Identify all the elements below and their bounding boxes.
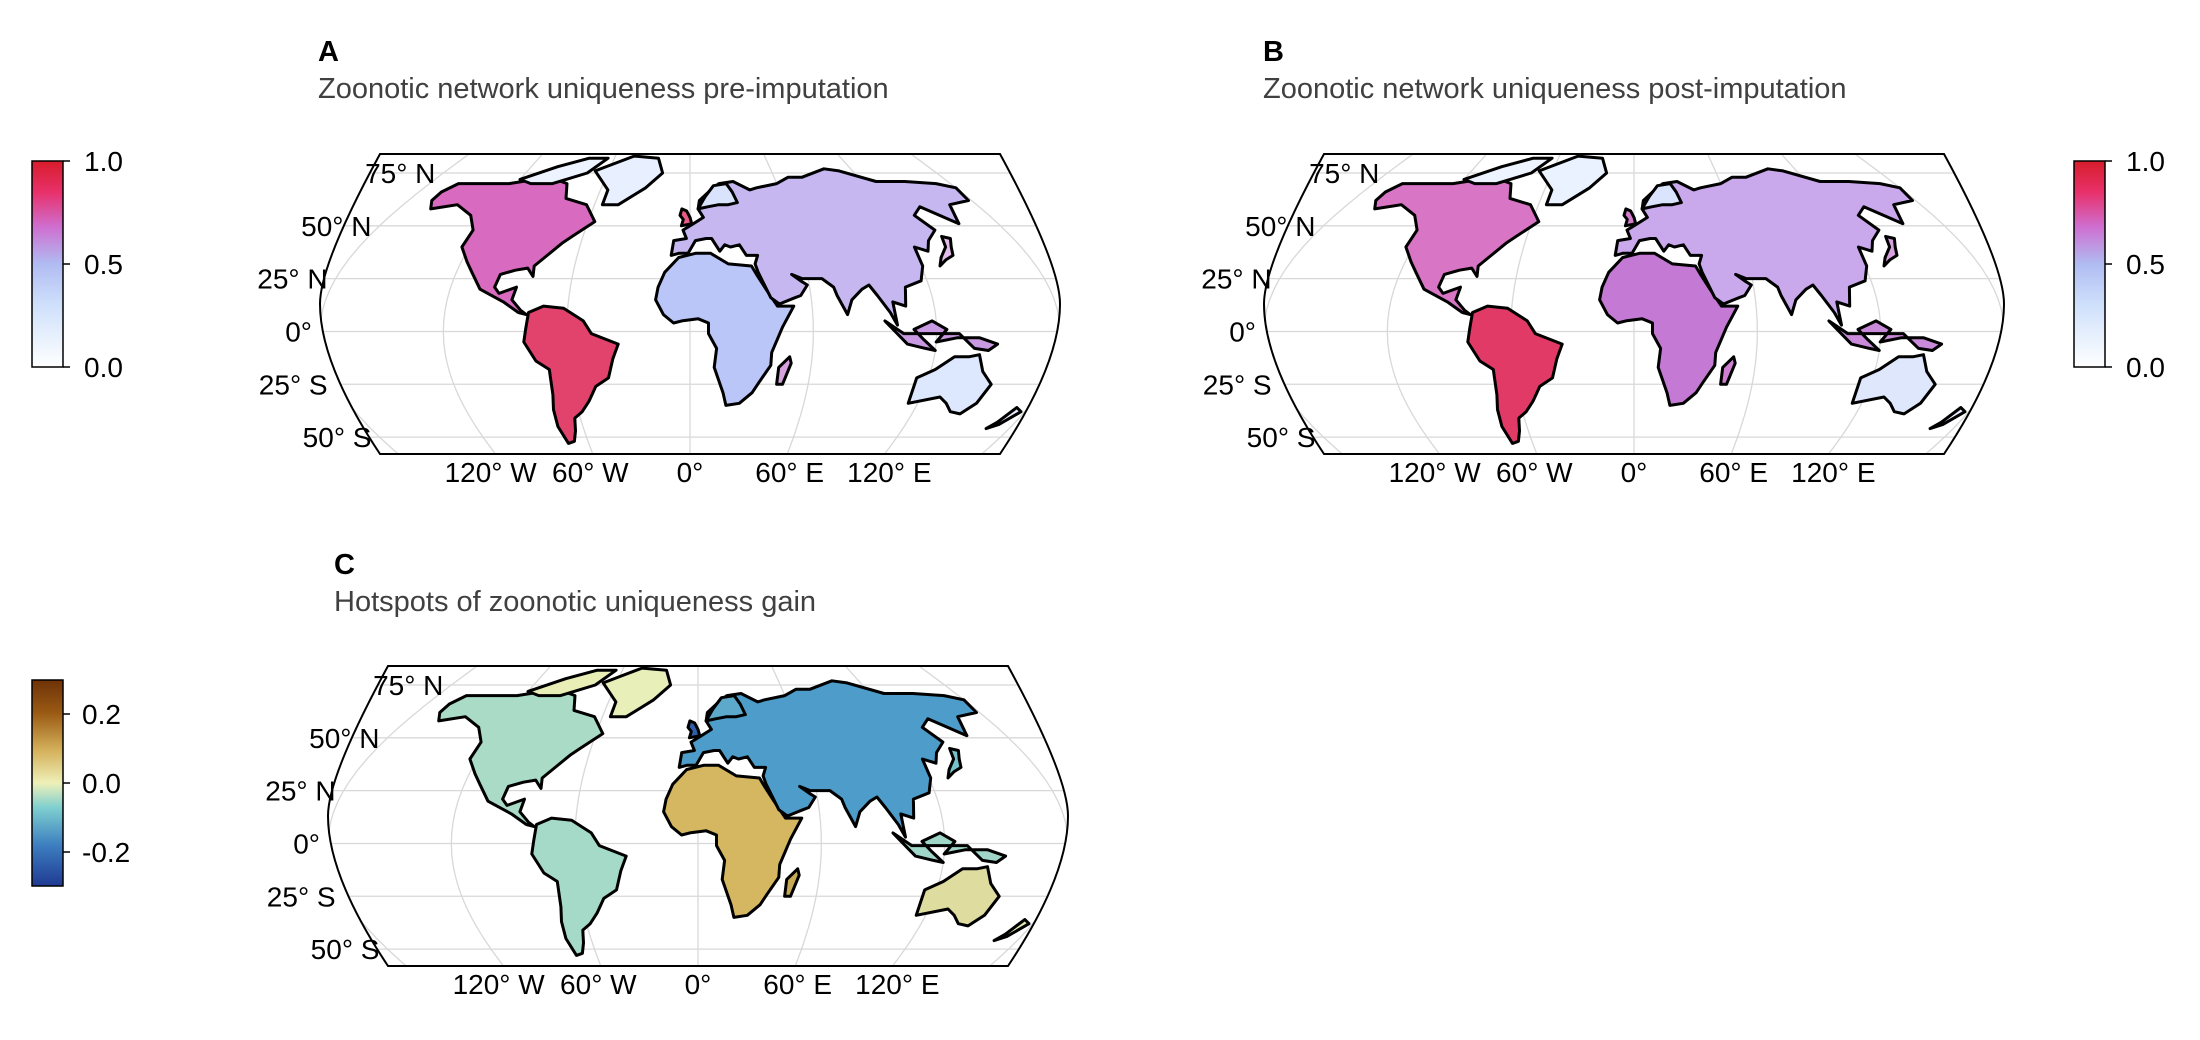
latitude-label: 50° S <box>303 422 372 453</box>
latitude-label: 25° S <box>259 369 328 400</box>
panel-title: Zoonotic network uniqueness pre-imputati… <box>318 73 889 105</box>
land-africa <box>1598 251 1740 407</box>
longitude-label: 60° E <box>1699 457 1768 488</box>
land-africa <box>662 763 804 919</box>
colorbar-tick: -0.2 <box>82 837 130 868</box>
latitude-label: 50° S <box>311 934 380 965</box>
latitude-label: 0° <box>285 316 312 347</box>
land-northAmerica <box>437 687 605 829</box>
land-eurasia <box>669 167 970 327</box>
longitude-label: 60° W <box>560 969 637 1000</box>
colorbar: 1.0 0.5 0.0 <box>31 150 123 380</box>
latitude-label: 50° S <box>1247 422 1316 453</box>
land-arcticIslands <box>1462 156 1554 186</box>
longitude-label: 120° W <box>453 969 546 1000</box>
land-indonesia <box>891 831 1008 864</box>
land-scandinavia <box>704 694 747 723</box>
world-map: 75° N 50° N 25° N 0° 25° S 50° S 120° W 60° W 0°… <box>265 665 1070 1000</box>
land-northAmerica <box>1373 175 1541 317</box>
world-map: 75° N 50° N 25° N 0° 25° S 50° S 120° W 60° W 0°… <box>1201 153 2006 488</box>
land-scandinavia <box>1640 182 1683 211</box>
colorbar-tick: 0.0 <box>84 352 123 380</box>
longitude-label: 60° W <box>1496 457 1573 488</box>
latitude-label: 50° N <box>309 723 379 754</box>
land-scandinavia <box>696 182 739 211</box>
colorbar: 0.2 0.0 -0.2 <box>31 679 130 887</box>
panel-c: C Hotspots of zoonotic uniqueness gain 0… <box>0 510 1100 1010</box>
latitude-label: 25° N <box>265 776 335 807</box>
latitude-label: 50° N <box>1245 211 1315 242</box>
land-indonesia <box>1827 319 1944 352</box>
land-newZealand <box>984 406 1023 431</box>
colorbar-tick: 0.0 <box>82 768 121 799</box>
longitude-label: 120° E <box>847 457 931 488</box>
longitude-label: 60° E <box>755 457 824 488</box>
longitude-label: 0° <box>677 457 704 488</box>
colorbar-tick: 1.0 <box>84 150 123 177</box>
world-map: 75° N 50° N 25° N 0° 25° S 50° S 120° W 60° W 0°… <box>257 153 1062 488</box>
colorbar-tick: 0.0 <box>2126 352 2165 380</box>
latitude-label: 0° <box>293 828 320 859</box>
land-greenland <box>1537 154 1609 207</box>
land-arcticIslands <box>518 156 610 186</box>
colorbar-tick: 0.5 <box>2126 249 2165 280</box>
land-africa <box>654 251 796 407</box>
longitude-label: 0° <box>685 969 712 1000</box>
latitude-label: 25° S <box>1203 369 1272 400</box>
land-australia <box>914 865 1001 928</box>
longitude-label: 120° E <box>1791 457 1875 488</box>
land-britain <box>686 719 702 740</box>
land-newZealand <box>992 918 1031 943</box>
land-southAmerica <box>530 816 628 957</box>
land-japan <box>1882 234 1899 268</box>
colorbar: 1.0 0.5 0.0 <box>2073 150 2165 380</box>
panel-b: B Zoonotic network uniqueness post-imput… <box>0 0 2200 500</box>
latitude-label: 50° N <box>301 211 371 242</box>
land-southAmerica <box>522 304 620 445</box>
land-britain <box>1622 207 1638 228</box>
latitude-label: 75° N <box>373 670 443 701</box>
panel-letter: B <box>1263 36 1284 68</box>
panel-letter: C <box>334 549 355 581</box>
land-britain <box>678 207 694 228</box>
panel-letter: A <box>318 36 339 68</box>
land-japan <box>938 234 955 268</box>
colorbar-tick: 0.5 <box>84 249 123 280</box>
land-southAmerica <box>1466 304 1564 445</box>
land-australia <box>1850 353 1937 416</box>
colorbar-tick: 0.2 <box>82 699 121 730</box>
land-madagascar <box>1719 355 1737 386</box>
land-arcticIslands <box>526 668 618 698</box>
land-madagascar <box>775 355 793 386</box>
latitude-label: 25° N <box>257 264 327 295</box>
panel-a: A Zoonotic network uniqueness pre-imputa… <box>0 0 1100 500</box>
land-indonesia <box>883 319 1000 352</box>
land-greenland <box>601 666 673 719</box>
land-australia <box>906 353 993 416</box>
land-newZealand <box>1928 406 1967 431</box>
latitude-label: 75° N <box>365 158 435 189</box>
land-eurasia <box>1613 167 1914 327</box>
panel-title: Zoonotic network uniqueness post-imputat… <box>1263 73 1847 105</box>
longitude-label: 60° E <box>763 969 832 1000</box>
latitude-label: 75° N <box>1309 158 1379 189</box>
longitude-label: 120° W <box>1389 457 1482 488</box>
land-northAmerica <box>429 175 597 317</box>
colorbar-tick: 1.0 <box>2126 150 2165 177</box>
longitude-label: 120° W <box>445 457 538 488</box>
latitude-label: 25° S <box>267 881 336 912</box>
longitude-label: 120° E <box>855 969 939 1000</box>
land-japan <box>946 746 963 780</box>
latitude-label: 0° <box>1229 316 1256 347</box>
longitude-label: 60° W <box>552 457 629 488</box>
latitude-label: 25° N <box>1201 264 1271 295</box>
land-eurasia <box>677 679 978 839</box>
land-greenland <box>593 154 665 207</box>
panel-title: Hotspots of zoonotic uniqueness gain <box>334 586 817 618</box>
land-madagascar <box>783 867 801 898</box>
longitude-label: 0° <box>1621 457 1648 488</box>
